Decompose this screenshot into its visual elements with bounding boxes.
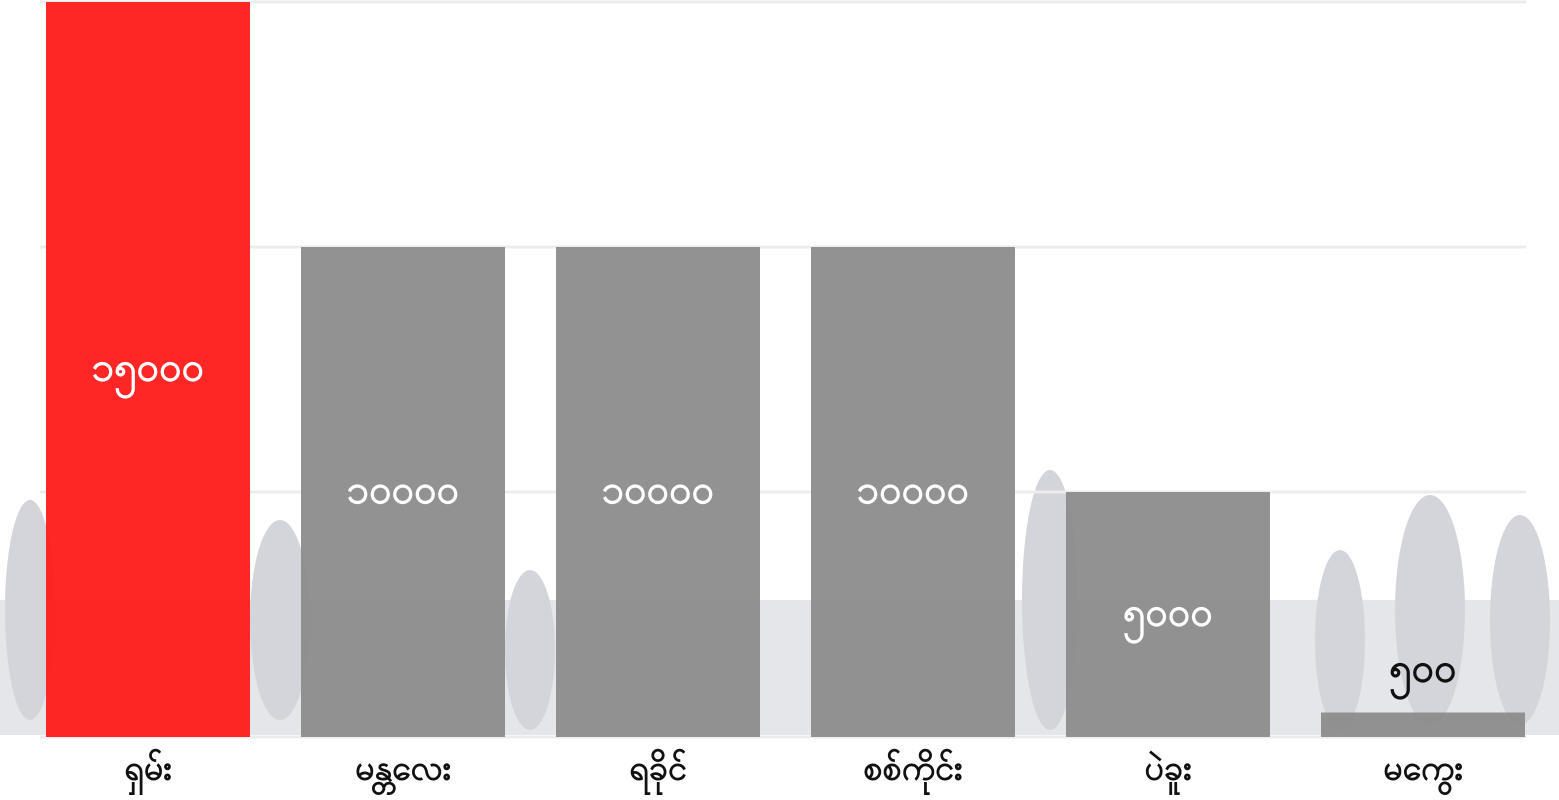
- bar: [1066, 492, 1270, 737]
- value-label: ၁၀၀၀၀: [857, 467, 970, 513]
- x-tick-label: မကွေး: [1383, 749, 1463, 796]
- value-label: ၁၀၀၀၀: [347, 467, 460, 513]
- x-tick-label: ရခိုင်: [629, 749, 687, 796]
- background-silhouettes: [0, 470, 1559, 735]
- bar: [46, 2, 250, 737]
- bar: [811, 247, 1015, 737]
- bar: [556, 247, 760, 737]
- x-tick-label: စစ်ကိုင်း: [863, 749, 962, 796]
- value-label: ၁၀၀၀၀: [602, 467, 715, 513]
- x-tick-label: ရှမ်း: [124, 749, 172, 796]
- value-label: ၅၀၀၀: [1123, 590, 1213, 645]
- bar: [1321, 712, 1525, 737]
- x-tick-label: မန္တလေး: [355, 749, 451, 796]
- value-label: ၅၀၀: [1389, 646, 1457, 701]
- x-tick-label: ပဲခူး: [1144, 749, 1191, 796]
- bar: [301, 247, 505, 737]
- value-label: ၁၅၀၀၀: [92, 345, 205, 400]
